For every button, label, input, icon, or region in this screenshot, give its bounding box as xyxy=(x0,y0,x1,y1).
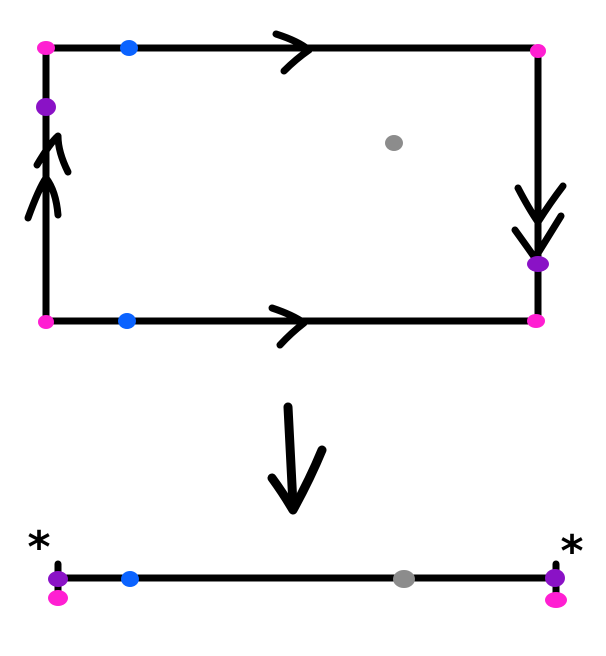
left-star-label: * xyxy=(27,522,50,573)
edge-arrows xyxy=(24,30,567,349)
purple-dot-left xyxy=(36,98,56,116)
gray-dot-interior xyxy=(385,135,403,151)
corner-dot-bottom-left xyxy=(38,315,54,329)
segment-purple-dot-left xyxy=(48,571,68,587)
left-edge-double-arrow-icon xyxy=(24,174,62,222)
segment-pink-dot-right xyxy=(545,592,567,608)
blue-dot-top xyxy=(120,40,138,56)
blue-dot-bottom xyxy=(118,313,136,329)
right-star-label: * xyxy=(560,526,583,577)
corner-dot-top-left xyxy=(37,41,55,55)
down-arrow-shaft xyxy=(283,402,298,510)
segment-blue-dot xyxy=(121,571,139,587)
right-edge-double-arrow-icon xyxy=(514,182,567,226)
corner-dot-top-right xyxy=(530,44,546,58)
segment-gray-dot xyxy=(393,570,415,588)
purple-dot-right xyxy=(527,256,549,272)
result-segment xyxy=(48,560,567,608)
segment-pink-dot-left xyxy=(48,590,68,606)
segment-purple-dot-right xyxy=(545,569,565,587)
star-labels: * * xyxy=(27,522,583,577)
down-arrow-head-icon xyxy=(267,445,327,515)
bottom-edge-arrow-icon xyxy=(268,304,308,349)
left-edge-double-arrow-icon-second xyxy=(33,132,72,176)
corner-dot-bottom-right xyxy=(527,314,545,328)
map-arrow xyxy=(267,402,327,515)
rectangle-dots xyxy=(36,40,549,329)
rectangle xyxy=(42,44,542,325)
top-edge-arrow-icon xyxy=(272,30,313,75)
